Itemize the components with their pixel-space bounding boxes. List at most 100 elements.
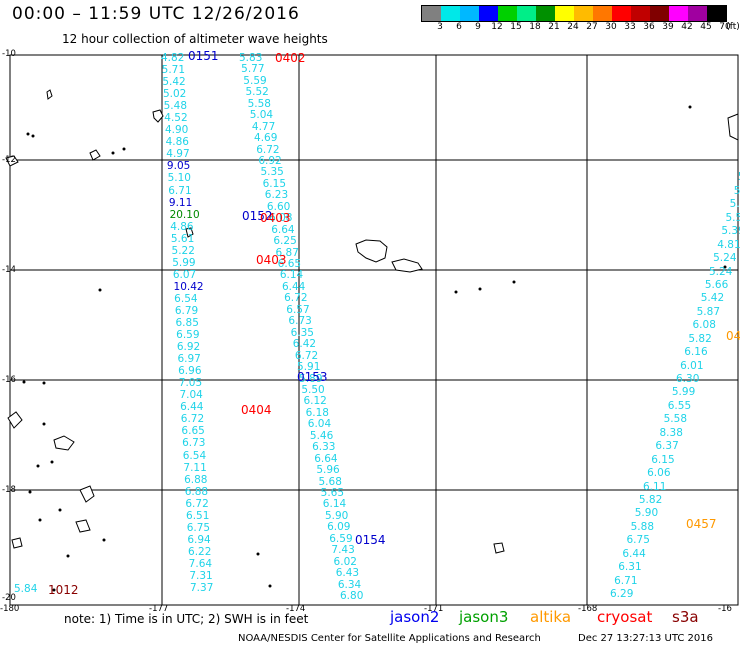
wave-height-value: 6.30 bbox=[676, 373, 700, 385]
wave-height-value: 9.11 bbox=[168, 196, 193, 209]
islet bbox=[723, 265, 727, 269]
island bbox=[75, 519, 91, 533]
wave-height-value: 5.9 bbox=[738, 171, 740, 183]
wave-height-value: 7.43 bbox=[331, 544, 355, 557]
wave-height-value: 5.89 bbox=[299, 372, 323, 385]
wave-height-color-scale bbox=[421, 5, 727, 22]
wave-height-value: 6.92 bbox=[176, 341, 201, 354]
samoa-upolu bbox=[391, 258, 423, 273]
wave-height-value: 20.10 bbox=[169, 208, 200, 221]
wave-height-value: 6.34 bbox=[337, 578, 362, 591]
wave-height-value: 6.73 bbox=[288, 315, 312, 328]
wave-height-value: 5.83 bbox=[239, 52, 263, 64]
wave-height-value: 6.96 bbox=[178, 365, 202, 378]
wave-height-value: 5.65 bbox=[320, 486, 345, 499]
wave-height-value: 6.92 bbox=[258, 155, 282, 168]
wave-height-value: 6.75 bbox=[186, 521, 211, 534]
wave-height-value: 5.58 bbox=[247, 97, 271, 110]
wave-height-value: 6.54 bbox=[174, 292, 198, 305]
wave-height-value: 6.35 bbox=[290, 326, 314, 339]
scale-swatch bbox=[498, 6, 517, 21]
scale-label: 42 bbox=[681, 22, 693, 32]
scale-swatch bbox=[422, 6, 441, 21]
wave-height-value: 5.48 bbox=[163, 100, 188, 113]
scale-label: 24 bbox=[567, 22, 579, 32]
wave-height-value: 4.69 bbox=[254, 132, 278, 145]
wave-height-value: 5.66 bbox=[704, 278, 729, 291]
wave-height-value: 6.65 bbox=[181, 425, 205, 438]
scale-label: (ft) bbox=[726, 22, 740, 32]
islet bbox=[66, 554, 70, 558]
wave-height-value: 6.71 bbox=[168, 184, 192, 197]
generation-timestamp: Dec 27 13:27:13 UTC 2016 bbox=[578, 633, 713, 644]
scale-label: 45 bbox=[700, 22, 712, 32]
scale-swatch bbox=[688, 6, 707, 21]
islet bbox=[512, 280, 516, 284]
wave-height-value: 4.82 bbox=[161, 52, 185, 64]
wave-height-value: 6.08 bbox=[269, 212, 293, 225]
wave-height-value: 6.79 bbox=[174, 304, 199, 317]
lat-tick-label: -12 bbox=[2, 155, 16, 165]
wave-height-value: 7.11 bbox=[183, 461, 207, 474]
wave-height-value: 4.90 bbox=[164, 124, 189, 137]
island-outlines bbox=[5, 89, 739, 554]
wave-height-value: 5.90 bbox=[324, 509, 349, 522]
wave-height-value: 6.51 bbox=[186, 509, 210, 522]
island bbox=[79, 485, 95, 503]
wave-height-value: 6.72 bbox=[294, 349, 319, 362]
pass-id-label: 0403 bbox=[256, 253, 287, 267]
wave-height-value: 5.87 bbox=[696, 305, 721, 318]
lon-tick-label: -16 bbox=[718, 604, 732, 614]
pass-id-label: 0402 bbox=[275, 51, 306, 65]
islet bbox=[22, 380, 26, 384]
wave-height-value: 5.24 bbox=[709, 265, 733, 278]
wave-height-value: 5.91 bbox=[297, 361, 321, 374]
islet bbox=[26, 132, 30, 136]
wave-height-value: 6.88 bbox=[184, 473, 208, 486]
legend-altika: altika bbox=[530, 608, 572, 626]
wave-height-value: 6.60 bbox=[266, 200, 291, 213]
wave-height-value: 7.64 bbox=[188, 557, 213, 570]
lat-tick-label: -10 bbox=[2, 49, 16, 59]
wave-height-value: 5.61 bbox=[170, 232, 195, 245]
wave-height-value: 5.42 bbox=[162, 76, 186, 89]
scale-swatch bbox=[650, 6, 669, 21]
wave-height-value: 6.01 bbox=[680, 359, 704, 372]
wave-height-value: 6.02 bbox=[333, 555, 357, 568]
pass-id-label: 0457 bbox=[686, 517, 717, 531]
wave-height-value: 5.4 bbox=[733, 184, 740, 197]
scale-label: 33 bbox=[624, 22, 636, 32]
note-text: note: 1) Time is in UTC; 2) SWH is in fe… bbox=[64, 612, 309, 626]
wave-height-value: 6.71 bbox=[614, 574, 638, 587]
scale-swatch bbox=[441, 6, 460, 21]
pass-id-label: 0152 bbox=[242, 209, 273, 223]
wave-height-value: 6.65 bbox=[277, 258, 302, 271]
lon-tick-label: -180 bbox=[0, 604, 20, 614]
lat-tick-label: -16 bbox=[2, 375, 16, 385]
wave-height-value: 5.88 bbox=[630, 520, 655, 533]
wave-height-value: 7.37 bbox=[190, 582, 214, 594]
pass-id-label: 0404 bbox=[241, 403, 272, 417]
wave-height-value: 6.08 bbox=[692, 319, 716, 332]
scale-swatch bbox=[460, 6, 479, 21]
wave-height-value: 6.23 bbox=[264, 189, 289, 202]
island bbox=[46, 89, 53, 100]
scale-swatch bbox=[707, 6, 726, 21]
scale-label: 70 bbox=[719, 22, 731, 32]
pass-id-label: 0153 bbox=[297, 370, 328, 384]
scale-label: 18 bbox=[529, 22, 541, 32]
wave-height-value: 5.31 bbox=[729, 198, 740, 211]
lon-tick-label: -177 bbox=[149, 604, 169, 614]
wave-height-value: 6.94 bbox=[187, 533, 211, 546]
islet bbox=[58, 508, 62, 512]
scale-swatch bbox=[593, 6, 612, 21]
islet bbox=[268, 584, 272, 588]
islet bbox=[28, 490, 32, 494]
pass-id-label: 04 bbox=[726, 329, 740, 343]
islet bbox=[31, 134, 35, 138]
wave-height-value: 4.81 bbox=[717, 238, 740, 251]
wave-height-value: 6.73 bbox=[182, 437, 206, 450]
islet bbox=[42, 381, 46, 385]
islet bbox=[688, 105, 692, 109]
scale-swatch bbox=[669, 6, 688, 21]
